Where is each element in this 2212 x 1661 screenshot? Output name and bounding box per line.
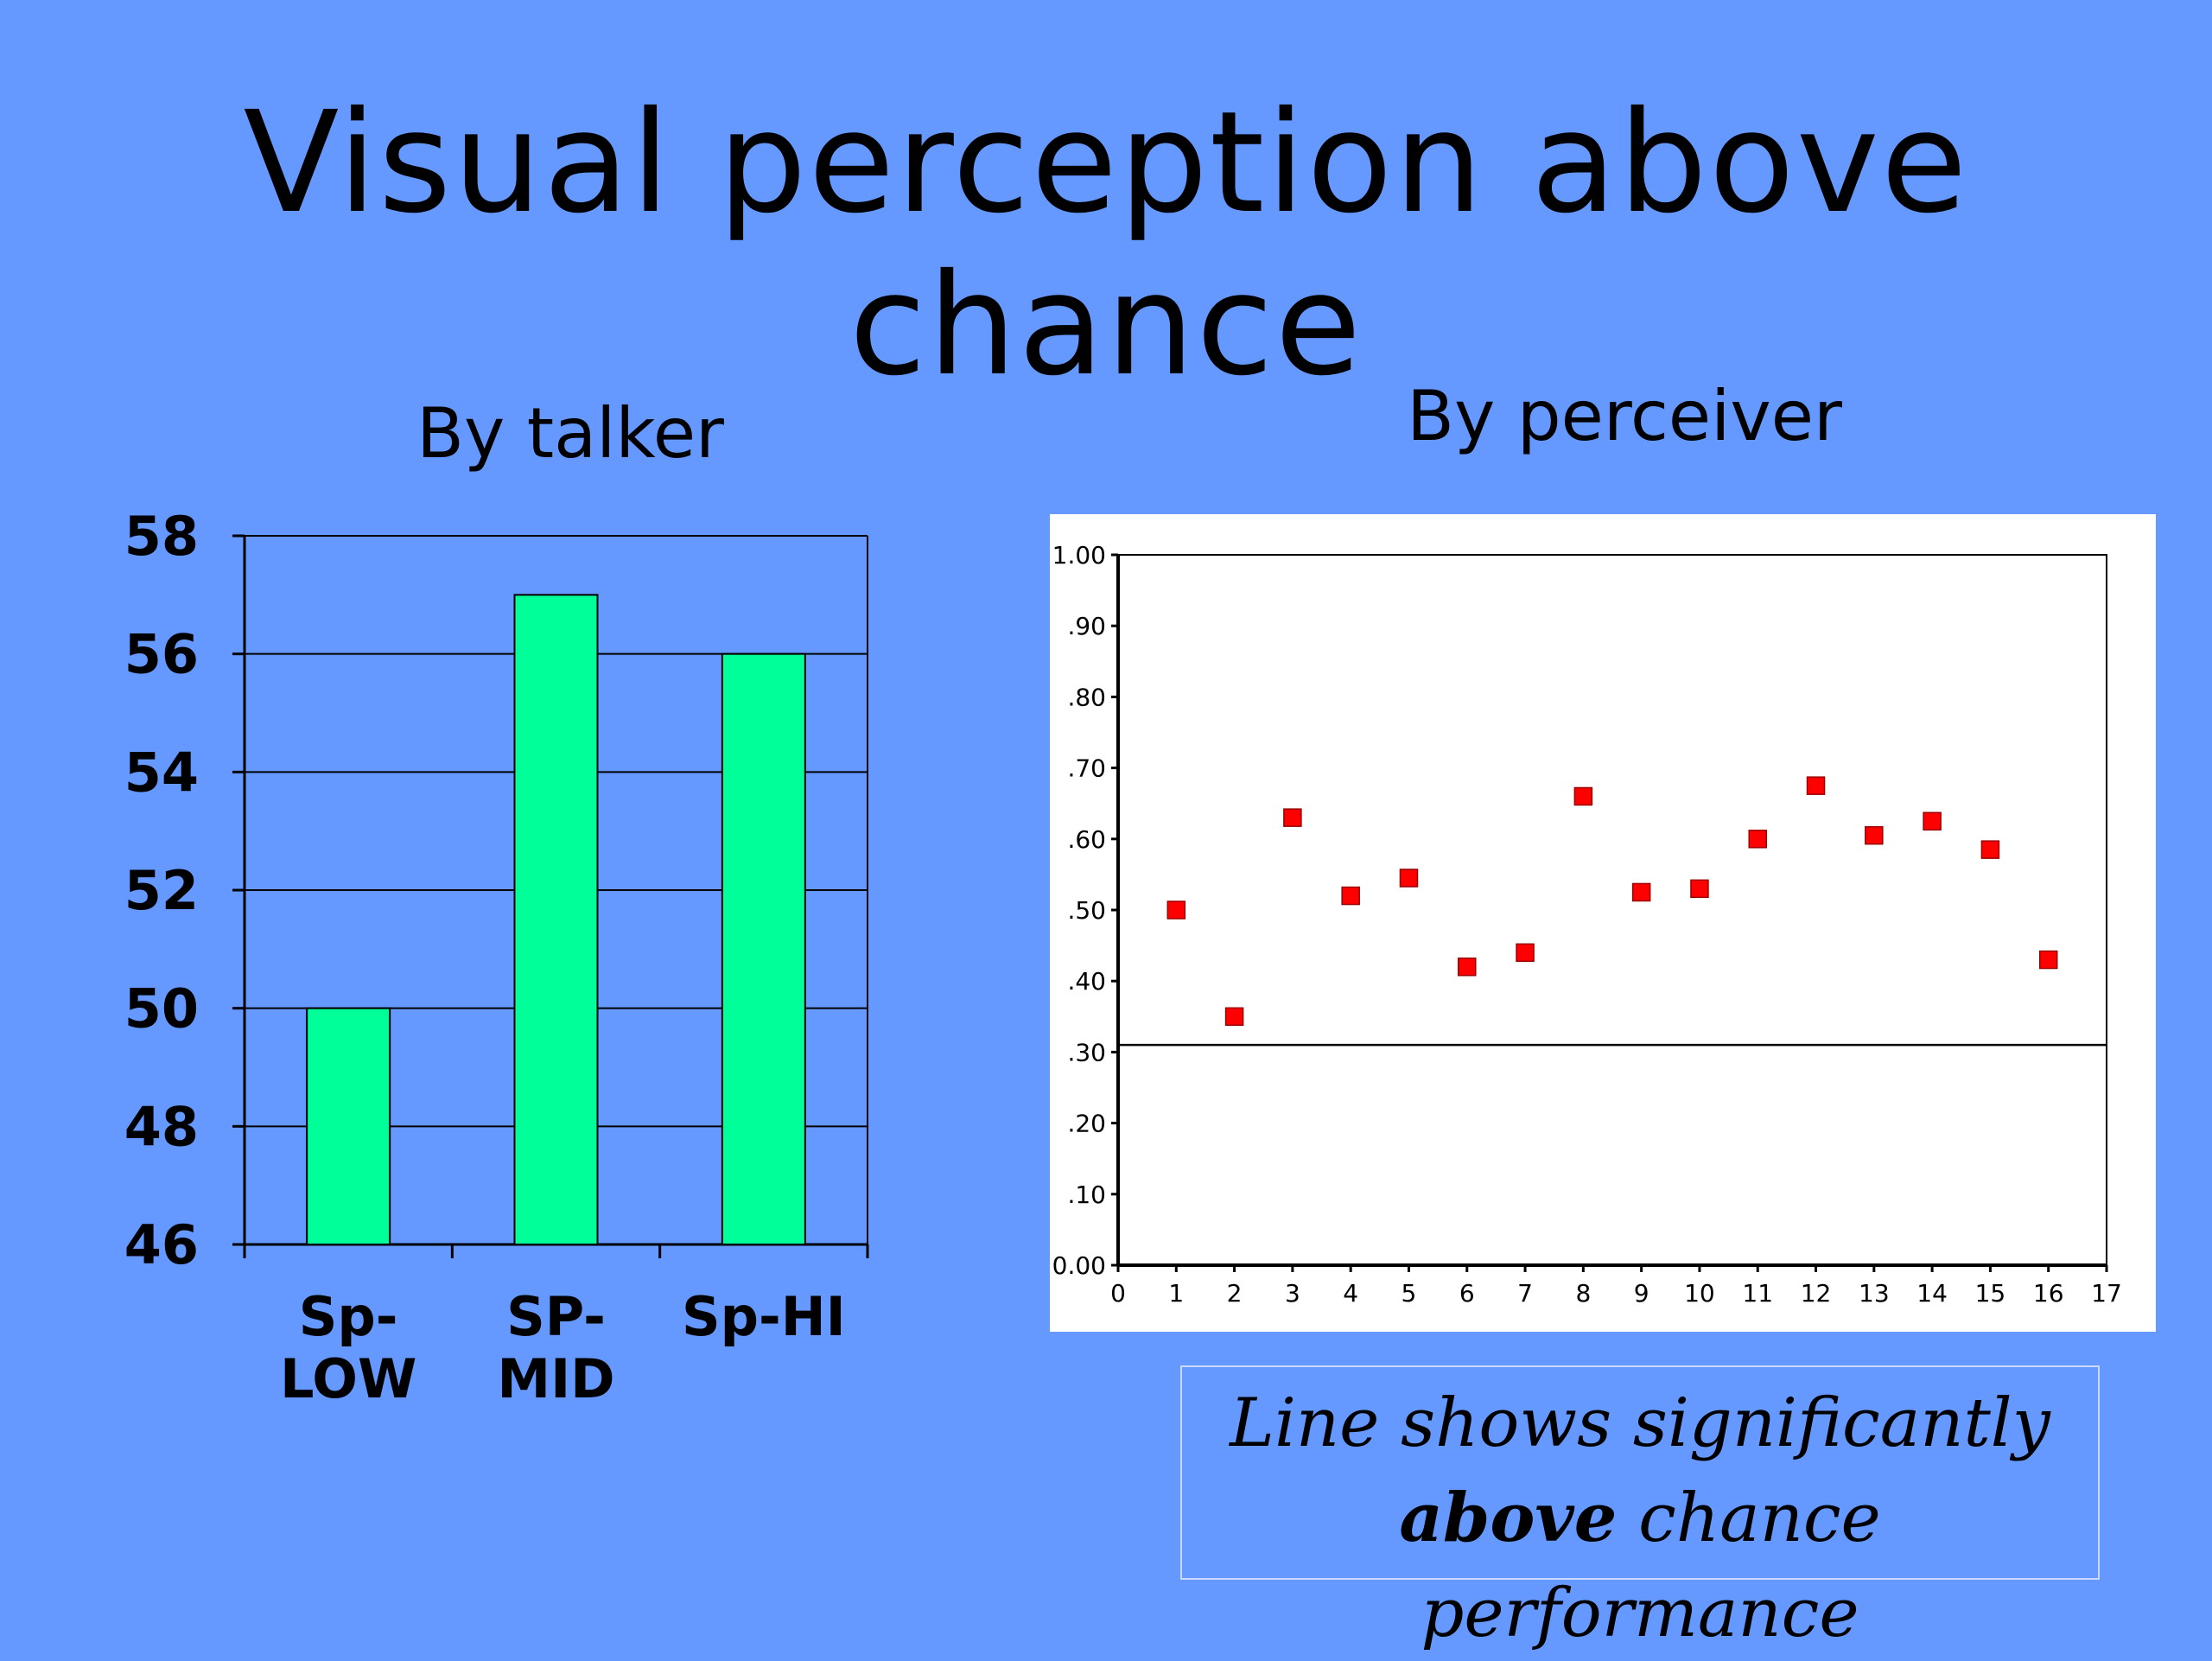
scatter-background (1050, 514, 2156, 1332)
scatter-point (1516, 943, 1535, 963)
note-box: Line shows significantly above chance pe… (1180, 1365, 2100, 1652)
scatter-x-tick-label: 5 (1402, 1279, 1417, 1308)
scatter-x-tick-label: 13 (1859, 1279, 1890, 1308)
scatter-x-tick-label: 15 (1975, 1279, 2006, 1308)
bar-category-label: Sp- (299, 1285, 398, 1348)
bar (513, 594, 599, 1245)
scatter-x-tick-label: 2 (1227, 1279, 1243, 1308)
scatter-point (2038, 950, 2058, 970)
bar-y-tick-label: 58 (124, 505, 199, 568)
scatter-y-tick-label: .10 (1067, 1181, 1106, 1209)
bar-y-tick-label: 48 (124, 1095, 199, 1158)
note-line-2-rest: chance performance (1421, 1480, 1881, 1652)
bar (721, 652, 806, 1245)
bar-category-label: SP- (506, 1285, 606, 1348)
scatter-x-tick-label: 17 (2091, 1279, 2122, 1308)
scatter-x-tick-label: 14 (1916, 1279, 1948, 1308)
scatter-x-tick-label: 1 (1168, 1279, 1184, 1308)
scatter-point (1166, 901, 1186, 920)
bar-category-label: MID (497, 1347, 614, 1410)
scatter-y-tick-label: .40 (1067, 967, 1106, 996)
scatter-point (1980, 840, 2000, 859)
bar-y-tick-label: 56 (124, 623, 199, 686)
scatter-x-tick-label: 8 (1575, 1279, 1591, 1308)
scatter-x-tick-label: 12 (1801, 1279, 1832, 1308)
bar-y-tick-label: 50 (124, 977, 199, 1041)
scatter-point (1690, 879, 1709, 899)
scatter-point (1631, 882, 1651, 902)
scatter-y-tick-label: .90 (1067, 612, 1106, 640)
scatter-point (1923, 811, 1942, 830)
scatter-y-tick-label: 0.00 (1052, 1251, 1106, 1280)
scatter-point (1341, 886, 1360, 906)
scatter-point (1399, 869, 1419, 888)
bar-y-tick-label: 54 (124, 741, 199, 804)
scatter-y-tick-label: .50 (1067, 896, 1106, 925)
bar-category-label: LOW (280, 1347, 416, 1410)
scatter-point (1458, 958, 1477, 977)
scatter-point (1283, 808, 1302, 827)
scatter-y-tick-label: .20 (1067, 1110, 1106, 1138)
scatter-chart-title: By perceiver (1407, 376, 1842, 456)
scatter-x-tick-label: 9 (1634, 1279, 1649, 1308)
bar-chart-title: By talker (416, 393, 724, 474)
bar-y-tick-label: 46 (124, 1213, 199, 1276)
scatter-x-tick-label: 11 (1742, 1279, 1773, 1308)
note-line-2: above chance performance (1182, 1471, 2098, 1661)
scatter-y-tick-label: .60 (1067, 825, 1106, 854)
scatter-x-tick-label: 16 (2033, 1279, 2064, 1308)
scatter-y-tick-label: .30 (1067, 1038, 1106, 1066)
scatter-x-tick-label: 4 (1343, 1279, 1358, 1308)
scatter-x-tick-label: 6 (1459, 1279, 1475, 1308)
scatter-point (1748, 830, 1767, 849)
scatter-x-tick-label: 10 (1684, 1279, 1715, 1308)
scatter-chart: 0.00.10.20.30.40.50.60.70.80.901.000 1 2 3 4… (1050, 514, 2156, 1332)
scatter-y-tick-label: .70 (1067, 754, 1106, 783)
scatter-point (1573, 786, 1593, 806)
scatter-y-tick-label: .80 (1067, 683, 1106, 711)
note-emphasis: above (1399, 1479, 1618, 1557)
scatter-x-tick-label: 3 (1285, 1279, 1300, 1308)
scatter-x-tick-label: 7 (1517, 1279, 1533, 1308)
scatter-y-tick-label: 1.00 (1052, 541, 1106, 570)
note-line-1: Line shows significantly (1230, 1384, 2050, 1462)
bar (306, 1007, 391, 1245)
scatter-point (1806, 776, 1826, 795)
bar-chart: 46 48 50 52 54 56 58 Sp-LOW SP-MID Sp-HI (124, 505, 869, 1410)
scatter-point (1865, 825, 1884, 845)
bar-y-tick-label: 52 (124, 859, 199, 922)
slide-title: Visual perception above chance (243, 82, 1969, 407)
scatter-point (1224, 1007, 1244, 1027)
bar-category-label: Sp-HI (682, 1285, 846, 1348)
scatter-x-tick-label: 0 (1110, 1279, 1126, 1308)
